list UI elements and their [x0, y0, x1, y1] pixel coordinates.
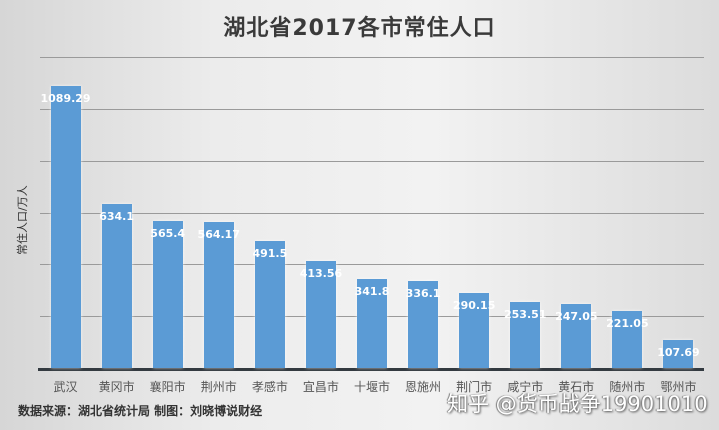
chart-title: 湖北省2017各市常住人口 — [223, 16, 496, 41]
x-axis-tick-label: 武汉 — [53, 380, 78, 394]
bar: 634.1 — [99, 203, 135, 368]
x-axis-tick-label: 孝感市 — [251, 380, 288, 394]
bar-value-label: 253.51 — [503, 308, 547, 322]
x-axis-tick-label: 鄂州市 — [660, 380, 697, 394]
x-axis-tick-label: 黄石市 — [558, 380, 595, 394]
bar-value-label: 634.1 — [99, 209, 135, 223]
bar-value-label: 1089.29 — [40, 91, 91, 105]
x-axis-line — [38, 368, 704, 371]
watermark: 知乎 @货币战争19901010 — [447, 392, 708, 416]
x-axis-tick-label: 襄阳市 — [149, 380, 186, 394]
x-axis-tick-label: 黄冈市 — [98, 380, 135, 394]
bar-value-label: 565.4 — [150, 227, 186, 241]
bar: 221.05 — [606, 310, 649, 368]
x-axis-tick-label: 随州市 — [609, 380, 646, 394]
gridline — [40, 160, 704, 162]
gridline — [40, 57, 704, 58]
x-axis-tick-label: 荆州市 — [200, 380, 237, 394]
bar: 336.1 — [405, 280, 441, 368]
bar-value-label: 290.15 — [452, 298, 496, 312]
x-axis-tick-label: 咸宁市 — [507, 380, 544, 394]
bar-value-label: 107.69 — [657, 346, 700, 360]
bar: 564.17 — [198, 221, 240, 368]
bar-value-label: 413.56 — [299, 266, 343, 280]
bar-value-label: 341.8 — [354, 285, 390, 299]
gridline — [40, 212, 704, 214]
bar: 341.8 — [354, 279, 390, 368]
bar: 290.15 — [453, 292, 495, 368]
bar: 413.56 — [300, 260, 342, 368]
plot-area: 1089.29 634.1 565.4 564.17 491.5 413.56 341.8 3… — [38, 57, 704, 371]
x-axis-tick-label: 宜昌市 — [302, 380, 339, 394]
bar-value-label: 564.17 — [197, 227, 240, 241]
bar-value-label: 336.1 — [405, 286, 441, 300]
bar-value-label: 491.5 — [252, 246, 288, 260]
x-axis-tick-label: 荆门市 — [456, 380, 493, 394]
bar: 247.05 — [555, 303, 598, 368]
bar-value-label: 247.05 — [555, 309, 598, 323]
bar: 253.51 — [504, 302, 546, 368]
x-axis-tick-label: 恩施州 — [405, 380, 442, 394]
gridline — [40, 264, 704, 266]
y-axis-label: 常住人口/万人 — [16, 185, 29, 255]
gridline — [40, 108, 704, 110]
bar: 1089.29 — [40, 85, 91, 368]
data-source-note: 数据来源：湖北省统计局 制图：刘晓博说财经 — [18, 404, 263, 418]
bar: 491.5 — [252, 240, 288, 368]
x-axis-tick-label: 十堰市 — [353, 380, 391, 394]
bar-value-label: 221.05 — [606, 316, 649, 330]
bar: 107.69 — [657, 340, 700, 368]
bar: 565.4 — [150, 221, 186, 368]
